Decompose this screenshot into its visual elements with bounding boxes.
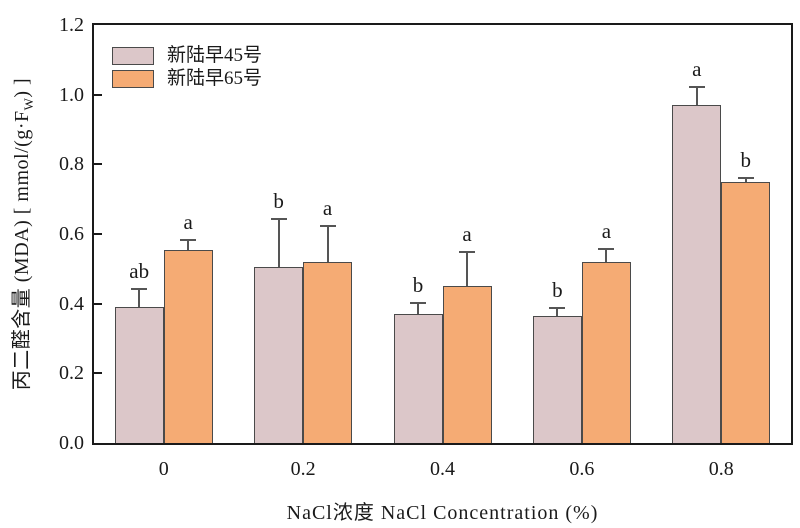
bar-新陆早45号-0.4 xyxy=(393,314,443,443)
bar-新陆早45号-0.8 xyxy=(672,105,722,443)
error-bar-cap xyxy=(180,239,197,242)
error-bar-line xyxy=(744,176,747,182)
y-axis-title-unit-sub: W xyxy=(21,97,36,111)
error-bar-cap xyxy=(688,85,705,88)
legend-entry-series-2: 新陆早65号 xyxy=(112,69,262,88)
legend-entry-series-1: 新陆早45号 xyxy=(112,46,262,65)
plot-area: 新陆早45号 新陆早65号 ab b b b a a a a a b xyxy=(92,23,793,445)
x-axis-title: NaCl浓度 NaCl Concentration (%) xyxy=(286,502,599,524)
error-bar-line xyxy=(466,251,468,287)
error-bar-line xyxy=(277,218,280,268)
sig-letter-新陆早65号-0.6: a xyxy=(601,218,612,243)
legend-swatch-series-2 xyxy=(112,69,154,88)
bar-新陆早45号-0.2 xyxy=(254,267,304,443)
sig-letter-新陆早65号-0.4: a xyxy=(462,222,472,247)
y-tick-label-0.0: 0.0 xyxy=(59,432,84,454)
y-axis-title-unit-close: ) ] xyxy=(11,77,33,98)
error-bar-line xyxy=(417,301,419,315)
error-bar-cap xyxy=(549,307,566,310)
error-bar-cap xyxy=(598,247,615,250)
y-axis-title-unit-open: [ mmol/(g·F xyxy=(11,110,33,215)
error-bar-line xyxy=(326,225,329,262)
x-tick-label-0.4: 0.4 xyxy=(430,458,455,480)
y-tick-mark-0.4 xyxy=(94,302,102,305)
bar-新陆早65号-0.2 xyxy=(303,261,353,443)
error-bar-line xyxy=(138,288,141,308)
x-tick-label-0: 0 xyxy=(158,458,169,480)
bar-新陆早45号-0.6 xyxy=(532,315,582,443)
sig-letter-新陆早45号-0.4: b xyxy=(412,272,424,297)
y-tick-label-0.8: 0.8 xyxy=(59,153,84,176)
legend-label-series-2: 新陆早65号 xyxy=(167,68,263,89)
bar-新陆早65号-0.6 xyxy=(581,261,631,443)
bar-新陆早45号-0 xyxy=(114,307,164,443)
error-bar-line xyxy=(556,307,559,316)
x-tick-label-0.6: 0.6 xyxy=(569,458,595,480)
error-bar-cap xyxy=(410,301,426,304)
y-tick-label-0.2: 0.2 xyxy=(59,362,84,385)
y-tick-mark-0.6 xyxy=(94,233,102,235)
x-tick-label-0.2: 0.2 xyxy=(290,458,316,480)
y-axis-title-name: 丙二醛含量 (MDA) xyxy=(11,214,33,391)
error-bar-line xyxy=(605,247,608,262)
error-bar-cap xyxy=(319,225,336,228)
chart-legend: 新陆早45号 新陆早65号 xyxy=(112,46,262,92)
error-bar-cap xyxy=(131,288,148,290)
error-bar-line xyxy=(695,85,698,106)
y-tick-mark-1.0 xyxy=(94,93,102,96)
y-axis-title: 丙二醛含量 (MDA) [ mmol/(g·FW) ] xyxy=(5,78,37,390)
bar-新陆早65号-0.4 xyxy=(442,286,492,443)
sig-letter-新陆早45号-0: ab xyxy=(129,259,150,283)
error-bar-cap xyxy=(737,176,754,179)
y-tick-mark-0.8 xyxy=(94,163,102,166)
error-bar-cap xyxy=(459,251,475,254)
y-tick-label-0.4: 0.4 xyxy=(59,292,84,315)
y-tick-label-1.2: 1.2 xyxy=(59,14,84,36)
sig-letter-新陆早45号-0.2: b xyxy=(273,189,284,214)
y-tick-label-1.0: 1.0 xyxy=(59,83,84,106)
y-tick-label-0.6: 0.6 xyxy=(59,223,84,245)
legend-label-series-1: 新陆早45号 xyxy=(167,45,263,66)
sig-letter-新陆早45号-0.6: b xyxy=(552,278,563,303)
bar-新陆早65号-0.8 xyxy=(721,181,771,443)
sig-letter-新陆早65号-0.2: a xyxy=(322,196,333,221)
error-bar-cap xyxy=(270,218,287,221)
sig-letter-新陆早45号-0.8: a xyxy=(692,56,702,81)
error-bar-line xyxy=(187,239,190,250)
sig-letter-新陆早65号-0.8: b xyxy=(740,147,752,172)
x-tick-label-0.8: 0.8 xyxy=(708,458,734,480)
bar-新陆早65号-0 xyxy=(163,249,213,443)
legend-swatch-series-1 xyxy=(112,46,154,65)
y-tick-mark-0.2 xyxy=(94,372,102,375)
sig-letter-新陆早65号-0: a xyxy=(183,210,193,235)
